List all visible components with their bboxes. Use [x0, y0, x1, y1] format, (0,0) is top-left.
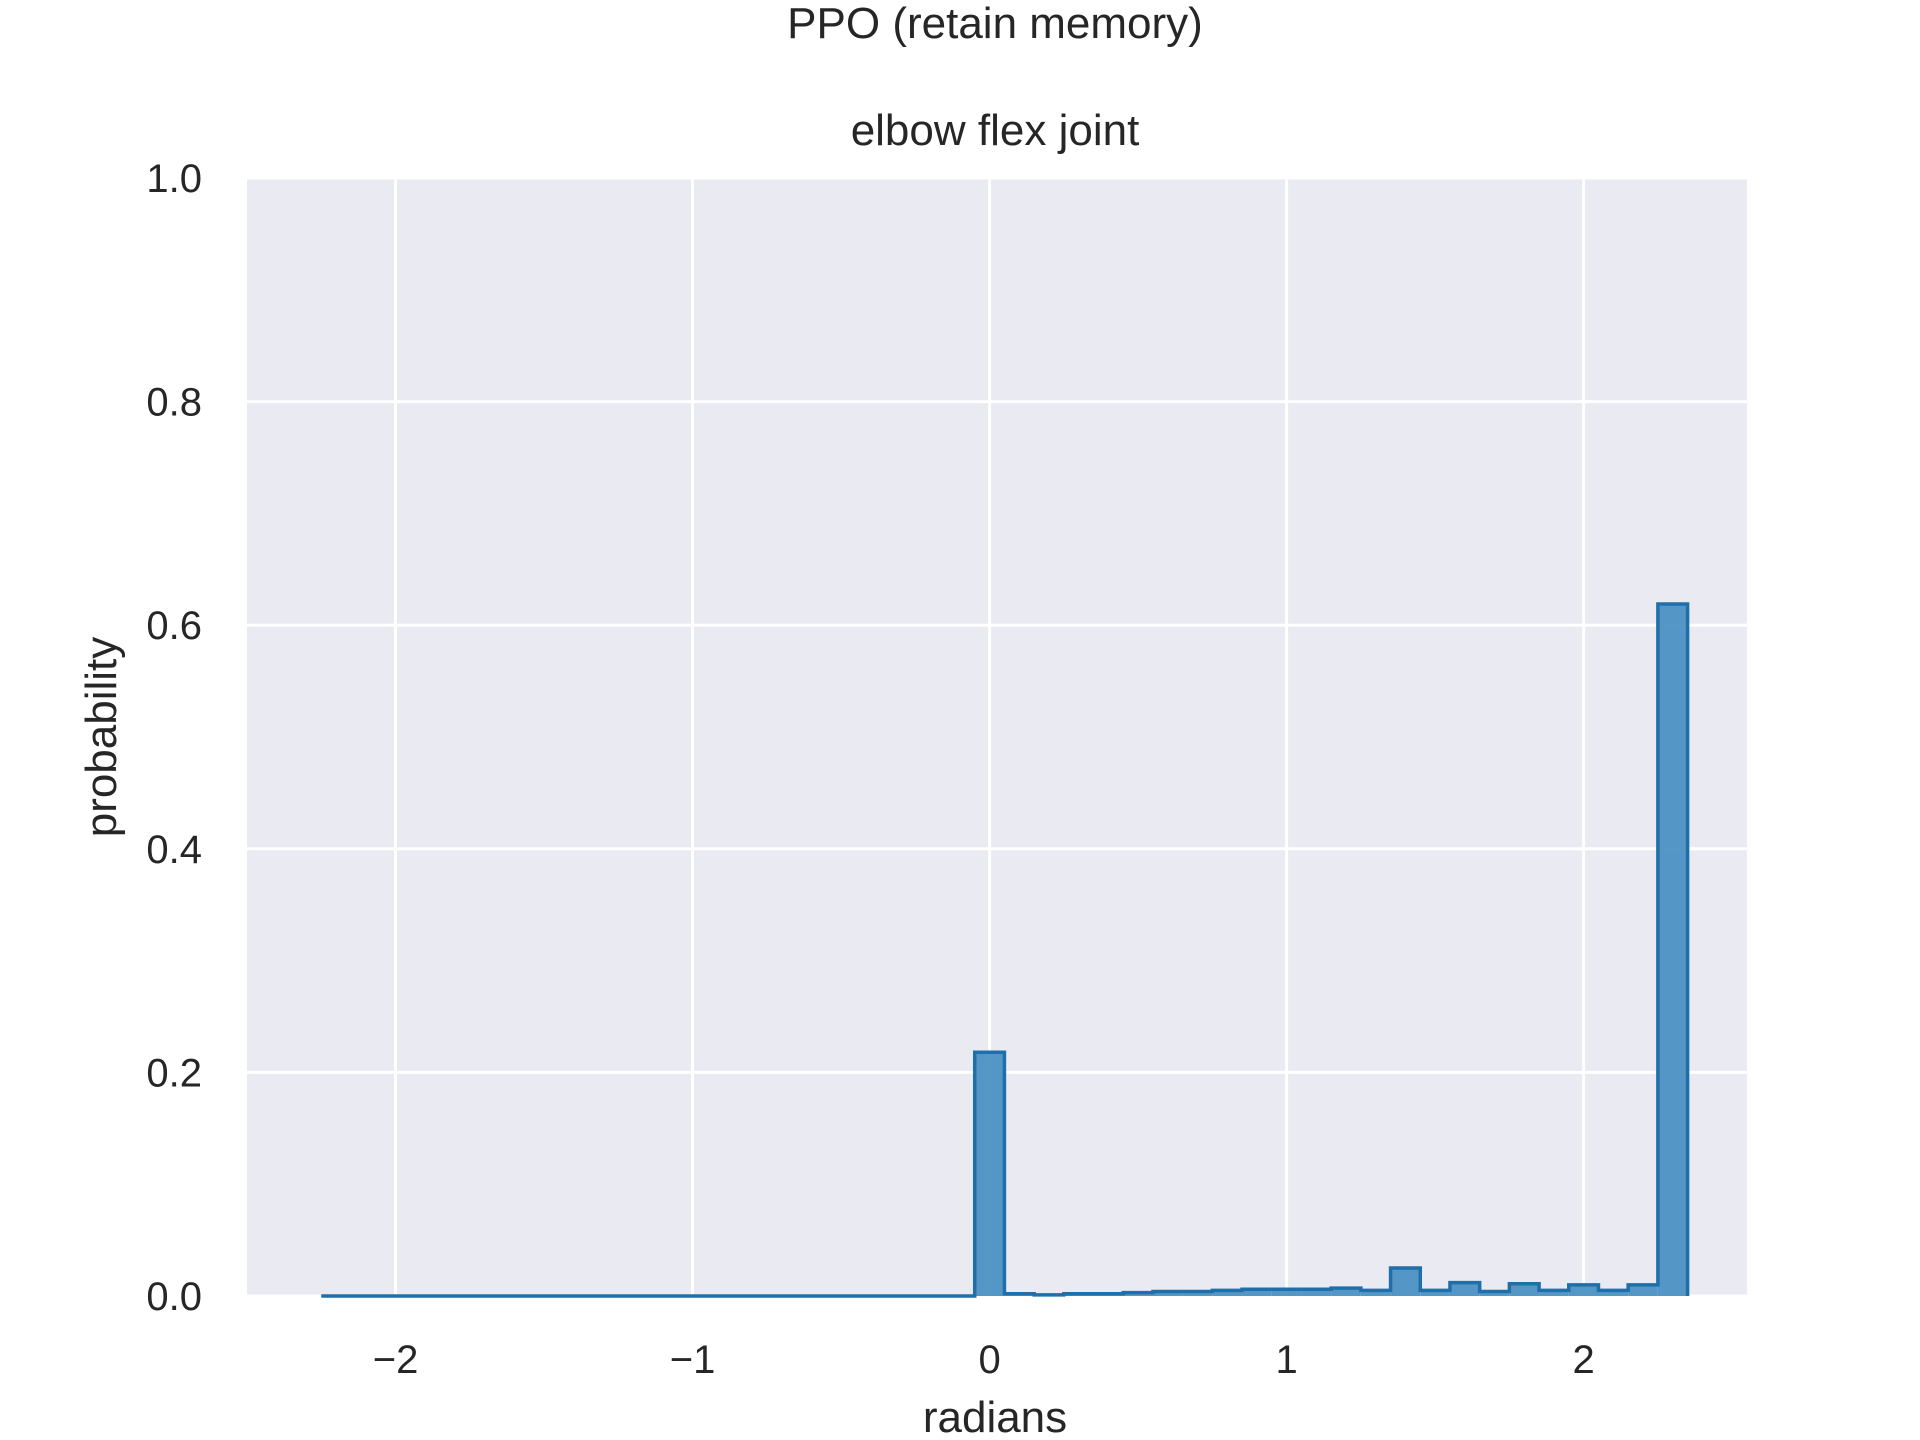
x-axis-label: radians — [923, 1393, 1067, 1440]
histogram-bar — [1242, 1289, 1272, 1296]
x-tick-label: 0 — [978, 1338, 1000, 1382]
histogram-bar — [1509, 1283, 1540, 1296]
chart-title: PPO (retain memory) — [787, 0, 1203, 48]
histogram-bar — [1360, 1290, 1391, 1296]
y-tick-label: 0.8 — [146, 381, 202, 425]
histogram-bar — [1479, 1291, 1510, 1296]
chart-subtitle: elbow flex joint — [851, 106, 1140, 155]
x-tick-label: 1 — [1275, 1338, 1297, 1382]
histogram-outline — [321, 602, 1690, 1298]
y-axis-label: probability — [77, 637, 126, 838]
x-tick-label: −1 — [670, 1338, 716, 1382]
x-tick-label: 2 — [1573, 1338, 1595, 1382]
x-tick-labels: −2 −1 0 1 2 — [373, 1338, 1595, 1382]
histogram-bar — [1390, 1268, 1421, 1296]
y-tick-label: 0.0 — [146, 1275, 202, 1319]
y-tick-labels: 0.0 0.2 0.4 0.6 0.8 1.0 — [146, 157, 202, 1319]
gridlines — [247, 176, 1747, 1298]
histogram-bar — [974, 1052, 1005, 1296]
histogram-bar — [1628, 1284, 1658, 1296]
histogram-bar — [1539, 1290, 1569, 1296]
histogram-bar — [1568, 1284, 1599, 1296]
y-tick-label: 0.4 — [146, 828, 202, 872]
histogram-bar — [1449, 1282, 1480, 1296]
histogram-bar — [1598, 1290, 1629, 1296]
histogram-bar — [1271, 1289, 1302, 1296]
histogram-bar — [1152, 1291, 1183, 1296]
histogram-bar — [1420, 1290, 1450, 1296]
histogram-bars — [321, 602, 1690, 1298]
histogram-bar — [1182, 1291, 1213, 1296]
histogram-bar — [1331, 1288, 1361, 1296]
histogram-bar — [1212, 1290, 1243, 1296]
y-tick-label: 0.2 — [146, 1051, 202, 1095]
histogram-bar — [1657, 603, 1688, 1296]
histogram-bar — [1301, 1289, 1332, 1296]
y-tick-label: 1.0 — [146, 157, 202, 201]
x-tick-label: −2 — [373, 1338, 419, 1382]
y-tick-label: 0.6 — [146, 604, 202, 648]
